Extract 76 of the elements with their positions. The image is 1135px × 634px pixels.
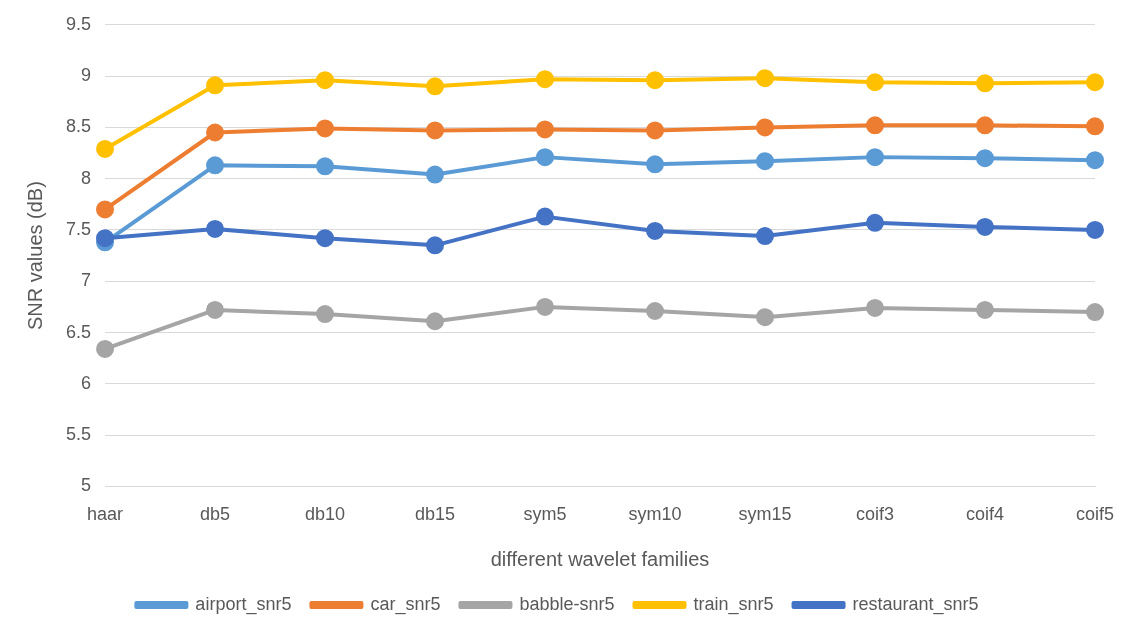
y-tick-label: 5 bbox=[81, 475, 92, 496]
point bbox=[646, 155, 665, 174]
point bbox=[756, 227, 775, 246]
x-tick-label: haar bbox=[87, 504, 124, 525]
y-tick-label: 8 bbox=[81, 167, 92, 188]
point bbox=[866, 148, 885, 167]
x-tick-label: coif3 bbox=[855, 504, 895, 525]
point bbox=[316, 305, 335, 324]
point bbox=[976, 300, 994, 319]
point bbox=[206, 76, 225, 95]
x-tick-label: coif5 bbox=[1075, 504, 1115, 525]
point bbox=[756, 308, 775, 327]
point bbox=[316, 157, 335, 176]
point bbox=[206, 300, 225, 319]
point bbox=[866, 213, 885, 232]
point bbox=[206, 123, 225, 142]
point bbox=[426, 312, 445, 331]
legend-label: train_snr5 bbox=[693, 593, 774, 615]
y-tick-label: 6 bbox=[81, 372, 92, 393]
point bbox=[536, 148, 555, 167]
point bbox=[1086, 220, 1104, 239]
point bbox=[1086, 151, 1104, 170]
point bbox=[536, 297, 555, 316]
x-tick-label: db15 bbox=[414, 504, 456, 525]
point bbox=[316, 229, 335, 248]
x-tick-label: sym10 bbox=[628, 504, 682, 525]
point bbox=[976, 116, 994, 135]
y-tick-label: 5.5 bbox=[65, 424, 92, 445]
point bbox=[426, 165, 445, 184]
point bbox=[206, 219, 225, 238]
point bbox=[866, 73, 885, 92]
point bbox=[536, 70, 555, 89]
y-axis-title: SNR values (dB) bbox=[23, 181, 46, 331]
point bbox=[1086, 117, 1104, 136]
point bbox=[536, 120, 555, 139]
point bbox=[96, 339, 115, 358]
y-tick-label: 9 bbox=[81, 65, 92, 86]
x-axis-title: different wavelet families bbox=[490, 547, 710, 570]
point bbox=[206, 156, 225, 175]
y-tick-label: 8.5 bbox=[65, 116, 92, 137]
point bbox=[646, 221, 665, 240]
point bbox=[976, 74, 994, 93]
point bbox=[976, 149, 994, 168]
point bbox=[646, 301, 665, 320]
point bbox=[426, 77, 445, 96]
point bbox=[426, 236, 445, 255]
point bbox=[1086, 303, 1104, 322]
point bbox=[866, 298, 885, 317]
point bbox=[96, 200, 115, 219]
point bbox=[976, 217, 994, 236]
point bbox=[646, 71, 665, 90]
x-tick-label: sym5 bbox=[523, 504, 567, 525]
y-tick-label: 7.5 bbox=[65, 218, 92, 239]
x-tick-label: coif4 bbox=[965, 504, 1005, 525]
point bbox=[426, 121, 445, 140]
point bbox=[756, 118, 775, 137]
legend-label: babble-snr5 bbox=[519, 593, 615, 614]
x-tick-label: db5 bbox=[200, 504, 231, 525]
legend-label: restaurant_snr5 bbox=[852, 593, 979, 615]
y-tick-label: 7 bbox=[81, 270, 92, 291]
legend-label: airport_snr5 bbox=[195, 593, 292, 615]
point bbox=[316, 119, 335, 138]
point bbox=[866, 116, 885, 135]
point bbox=[536, 207, 555, 226]
x-tick-label: db10 bbox=[304, 504, 346, 525]
point bbox=[96, 229, 115, 248]
y-tick-label: 9.5 bbox=[65, 13, 92, 34]
legend-label: car_snr5 bbox=[370, 593, 441, 615]
point bbox=[1086, 73, 1104, 92]
point bbox=[756, 152, 775, 171]
x-tick-label: sym15 bbox=[738, 504, 792, 525]
point bbox=[96, 139, 115, 158]
y-tick-label: 6.5 bbox=[65, 321, 92, 342]
point bbox=[646, 121, 665, 140]
point bbox=[756, 69, 775, 88]
point bbox=[316, 71, 335, 90]
